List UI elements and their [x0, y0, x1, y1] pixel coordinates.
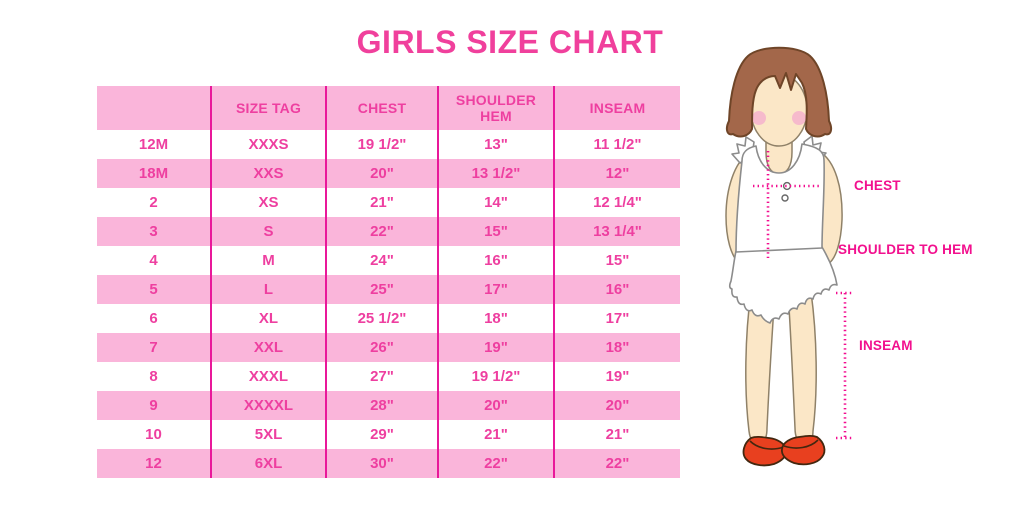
table-cell: 9 [97, 391, 212, 420]
table-cell: 18" [438, 304, 555, 333]
bottom-button [781, 194, 789, 202]
table-cell: 20" [438, 391, 555, 420]
table-cell: 19" [438, 333, 555, 362]
table-cell: S [211, 217, 327, 246]
table-cell: 17" [438, 275, 555, 304]
table-cell: 27" [326, 362, 439, 391]
table-cell: 20" [554, 391, 680, 420]
table-cell: L [211, 275, 327, 304]
table-cell: 10 [97, 420, 212, 449]
table-cell: 6 [97, 304, 212, 333]
table-row: 7 XXL 26" 19" 18" [97, 333, 680, 362]
table-cell: 21" [438, 420, 555, 449]
table-cell: 5XL [211, 420, 327, 449]
table-cell: 30" [326, 449, 439, 478]
table-cell: 2 [97, 188, 212, 217]
table-cell: 17" [605, 310, 630, 327]
table-cell: 24" [326, 246, 439, 275]
table-cell: 13" [438, 130, 555, 159]
table-cell: 25 1/2" [326, 304, 439, 333]
table-body: 12M XXXS 19 1/2" 13" 11 1/2" 18M XXS 20" 13 1/2"… [97, 130, 680, 478]
right-blush [792, 111, 806, 125]
table-cell: XXL [211, 333, 327, 362]
table-cell: XL [211, 304, 327, 333]
table-cell: 25" [326, 275, 439, 304]
table-cell: 3 [97, 217, 212, 246]
table-row: 9 XXXXL 28" 20" 20" [97, 391, 680, 420]
table-cell: XXXS [211, 130, 327, 159]
inseam-label: INSEAM [859, 338, 913, 353]
hair [725, 46, 833, 138]
table-row: 12 6XL 30" 22" 22" [97, 449, 680, 478]
table-row: 2 XS 21" 14" 12 1/4" [97, 188, 680, 217]
table-cell: 22" [438, 449, 555, 478]
table-row: 5 L 25" 17" 16" [97, 275, 680, 304]
table-cell: 12" [554, 159, 680, 188]
table-row: 18M XXS 20" 13 1/2" 12" [97, 159, 680, 188]
table-cell: 13 1/2" [438, 159, 555, 188]
table-cell: XXXXL [211, 391, 327, 420]
table-row: 10 5XL 29" 21" 21" [97, 420, 680, 449]
table-row: 6 XL 25 1/2" 18" 17" [97, 304, 680, 333]
table-cell: 26" [326, 333, 439, 362]
shoulder-to-hem-label: SHOULDER TO HEM [838, 242, 973, 257]
table-cell: 7 [97, 333, 212, 362]
top-button [782, 181, 792, 191]
right-shoe-strap [783, 439, 819, 449]
table-cell: 15" [605, 252, 630, 269]
table-cell: M [211, 246, 327, 275]
table-row: 8 XXXL 27" 19 1/2" 19" [97, 362, 680, 391]
table-cell: 5 [97, 275, 212, 304]
table-cell: 6XL [211, 449, 327, 478]
table-cell: 16" [554, 275, 680, 304]
table-cell: 16" [438, 246, 555, 275]
table-cell: 28" [326, 391, 439, 420]
table-cell: 19 1/2" [438, 362, 555, 391]
table-row: 12M XXXS 19 1/2" 13" 11 1/2" [97, 130, 680, 159]
table-cell: XXXL [211, 362, 327, 391]
table-cell: 19 1/2" [326, 130, 439, 159]
table-cell: 14" [438, 188, 555, 217]
table-row: 3 S 22" 15" 13 1/4" [97, 217, 680, 246]
header-cell-inseam: INSEAM [554, 86, 680, 130]
left-shoe-strap [749, 440, 785, 450]
table-cell: 22" [326, 217, 439, 246]
table-cell: 22" [554, 449, 680, 478]
table-cell: 11 1/2" [593, 136, 642, 153]
measurement-figure: CHEST SHOULDER TO HEM INSEAM [690, 30, 1024, 490]
table-cell: XXS [211, 159, 327, 188]
table-cell: 4 [97, 246, 212, 275]
table-cell: 12M [97, 130, 212, 159]
header-cell-blank [97, 86, 212, 130]
girls-size-table: SIZE TAG CHEST SHOULDER HEM INSEAM 12M XX… [97, 86, 680, 478]
header-cell-chest: CHEST [326, 86, 439, 130]
table-cell: 20" [326, 159, 439, 188]
header-cell-shoulder-hem: SHOULDER HEM [438, 86, 555, 130]
table-cell: 21" [605, 426, 630, 443]
left-blush [752, 111, 766, 125]
table-cell: 19" [605, 368, 630, 385]
right-leg [787, 291, 817, 445]
sleeveless-top [735, 143, 825, 253]
table-cell: 21" [326, 188, 439, 217]
ruffle-skirt [728, 246, 838, 324]
table-cell: XS [211, 188, 327, 217]
header-cell-size-tag: SIZE TAG [211, 86, 327, 130]
table-cell: 8 [97, 362, 212, 391]
table-row: 4 M 24" 16" 15" [97, 246, 680, 275]
girl-illustration [725, 46, 854, 467]
table-header-row: SIZE TAG CHEST SHOULDER HEM INSEAM [97, 86, 680, 130]
chest-label: CHEST [854, 178, 901, 193]
table-cell: 18" [554, 333, 680, 362]
table-cell: 12 [97, 449, 212, 478]
table-cell: 29" [326, 420, 439, 449]
table-cell: 18M [97, 159, 212, 188]
table-cell: 13 1/4" [554, 217, 680, 246]
page-title: GIRLS SIZE CHART [356, 24, 664, 60]
table-cell: 15" [438, 217, 555, 246]
table-cell: 12 1/4" [593, 194, 642, 211]
